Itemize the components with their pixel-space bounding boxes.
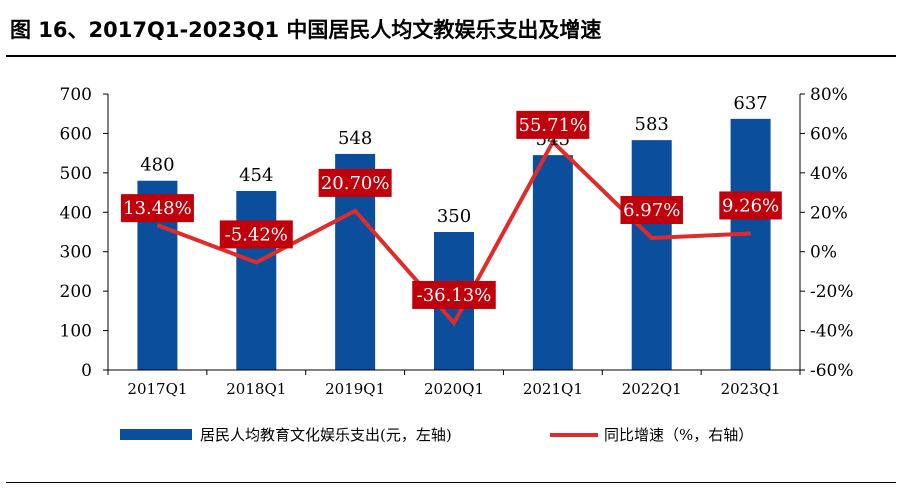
right-tick-label: -40% (810, 322, 854, 342)
bar-value-label: 548 (338, 128, 372, 149)
x-tick-label: 2020Q1 (424, 380, 484, 398)
bar-2018Q1 (236, 190, 277, 370)
labels-layer: 480 45454835054558363713.48%-5.42%20.70%-… (120, 93, 782, 309)
right-tick-label: 20% (810, 203, 848, 223)
line-layer (156, 138, 751, 327)
left-tick-label: 700 (60, 85, 92, 105)
title-divider (6, 55, 896, 57)
x-tick-label: 2019Q1 (325, 380, 385, 398)
bar-value-label: 454 (239, 165, 273, 186)
bar-2021Q1 (532, 155, 573, 370)
bar-value-label: 583 (635, 114, 669, 135)
left-tick-label: 0 (81, 361, 92, 381)
growth-label-box (219, 220, 293, 249)
right-tick-label: -20% (810, 282, 854, 302)
bar-value-label: 637 (733, 93, 767, 114)
growth-value-label: 20.70% (321, 173, 390, 194)
bar-2023Q1 (730, 118, 771, 370)
right-tick-label: 60% (810, 124, 848, 144)
left-tick-label: 100 (60, 322, 92, 342)
bar-2022Q1 (631, 140, 672, 370)
growth-value-label: 6.97% (623, 200, 680, 221)
growth-label-box (318, 168, 392, 197)
growth-line (156, 138, 751, 327)
x-tick-label: 2017Q1 (127, 380, 187, 398)
growth-value-label: -36.13% (417, 285, 492, 306)
growth-value-label: -5.42% (225, 224, 288, 245)
x-tick-label: 2022Q1 (622, 380, 682, 398)
growth-value-label: 55.71% (519, 115, 588, 136)
legend: 居民人均教育文化娱乐支出(元，左轴) 同比增速（%，右轴） (120, 426, 753, 444)
legend-bar-swatch (120, 429, 192, 440)
page-title: 图 16、2017Q1-2023Q1 中国居民人均文教娱乐支出及增速 (10, 18, 602, 42)
growth-label-box (719, 191, 782, 220)
left-tick-label: 200 (60, 282, 92, 302)
axes-layer: 0 100 200 300 400 500 600 700 -60% -40% -20% 0% 20% 4… (60, 85, 854, 398)
legend-line-label: 同比增速（%，右轴） (604, 426, 753, 444)
left-tick-label: 300 (60, 243, 92, 263)
growth-value-label: 13.48% (123, 198, 192, 219)
left-tick-label: 600 (60, 124, 92, 144)
growth-label-box (120, 194, 194, 223)
right-tick-label: 80% (810, 85, 848, 105)
x-tick-label: 2018Q1 (226, 380, 286, 398)
growth-label-box (516, 110, 590, 139)
x-tick-label: 2023Q1 (721, 380, 781, 398)
x-tick-label: 2021Q1 (523, 380, 583, 398)
growth-label-box (620, 195, 683, 224)
growth-value-label: 9.26% (722, 195, 779, 216)
bottom-divider (6, 482, 896, 483)
right-tick-label: 40% (810, 164, 848, 184)
bar-value-label: 480 (140, 155, 174, 176)
left-tick-label: 500 (60, 164, 92, 184)
growth-label-box (412, 280, 496, 309)
right-tick-label: 0% (810, 243, 837, 263)
right-tick-label: -60% (810, 361, 854, 381)
bar-value-label: 350 (437, 206, 471, 227)
legend-bar-label: 居民人均教育文化娱乐支出(元，左轴) (200, 426, 452, 444)
left-tick-label: 400 (60, 203, 92, 223)
